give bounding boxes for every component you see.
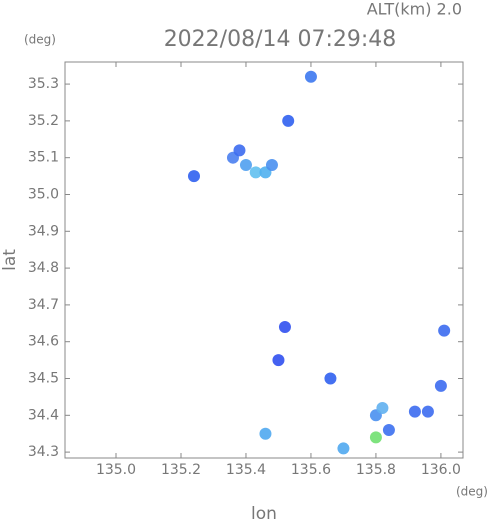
- altitude: ALT(km) 2.0: [367, 0, 462, 19]
- radar-echo: [376, 401, 389, 414]
- x-unit: (deg): [456, 485, 488, 499]
- radar-echo: [278, 320, 291, 333]
- plot-frame: [64, 61, 464, 459]
- radar-echo: [249, 166, 262, 179]
- radar-echo: [337, 442, 350, 455]
- radar-echo: [265, 159, 278, 172]
- y-tick-label: 34.4: [28, 407, 59, 423]
- y-tick-label: 34.9: [28, 223, 59, 239]
- radar-echo: [408, 405, 421, 418]
- x-tick-label: 135.6: [291, 462, 331, 478]
- radar-echo: [304, 70, 317, 83]
- radar-echo: [233, 144, 246, 157]
- radar-echo: [324, 372, 337, 385]
- y-tick-label: 34.7: [28, 297, 59, 313]
- x-tick-label: 135.0: [96, 462, 136, 478]
- y-tick-label: 34.6: [28, 334, 59, 350]
- radar-echo: [438, 324, 451, 337]
- radar-echo: [282, 114, 295, 127]
- radar-echo: [382, 424, 395, 437]
- radar-echo: [239, 159, 252, 172]
- radar-echo: [259, 427, 272, 440]
- y-tick-label: 34.3: [28, 444, 59, 460]
- radar-echo: [187, 170, 200, 183]
- y-unit: (deg): [24, 33, 56, 47]
- radar-echo: [421, 405, 434, 418]
- radar-echo: [434, 379, 447, 392]
- x-axis-label: lon: [251, 504, 277, 521]
- x-tick-label: 135.2: [161, 462, 201, 478]
- y-tick-label: 35.2: [28, 113, 59, 129]
- y-tick-label: 34.8: [28, 260, 59, 276]
- chart-title: 2022/08/14 07:29:48: [164, 27, 397, 52]
- y-tick-label: 34.5: [28, 371, 59, 387]
- y-tick-label: 35.0: [28, 186, 59, 202]
- y-tick-label: 35.1: [28, 150, 59, 166]
- x-tick-label: 136.0: [421, 462, 461, 478]
- y-tick-label: 35.3: [28, 76, 59, 92]
- y-axis-label: lat: [0, 249, 20, 271]
- x-tick-label: 135.4: [226, 462, 266, 478]
- x-tick-label: 135.8: [356, 462, 396, 478]
- radar-echo: [272, 354, 285, 367]
- radar-echo: [369, 431, 382, 444]
